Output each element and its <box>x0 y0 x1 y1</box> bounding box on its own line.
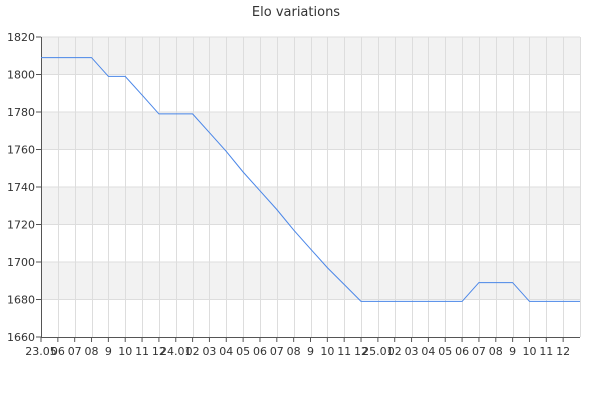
x-tick-label: 11 <box>135 345 149 358</box>
series-line <box>41 57 580 302</box>
x-tick-label: 9 <box>105 345 112 358</box>
data-point <box>343 283 345 285</box>
x-tick-label: 10 <box>118 345 132 358</box>
data-point <box>545 300 547 302</box>
axes <box>36 36 580 342</box>
x-tick-label: 11 <box>337 345 351 358</box>
x-tick-label: 24.01 <box>160 345 192 358</box>
x-tick-label: 9 <box>307 345 314 358</box>
x-tick-label: 12 <box>152 345 166 358</box>
data-point <box>40 56 42 58</box>
y-tick-label: 1700 <box>7 256 35 269</box>
x-tick-label: 05 <box>236 345 250 358</box>
data-point <box>394 300 396 302</box>
data-point <box>326 266 328 268</box>
data-point <box>175 113 177 115</box>
x-tick-label: 06 <box>455 345 469 358</box>
x-tick-label: 06 <box>253 345 267 358</box>
data-point <box>208 131 210 133</box>
x-tick-label: 08 <box>489 345 503 358</box>
data-point <box>309 248 311 250</box>
data-point <box>292 229 294 231</box>
x-tick-label: 03 <box>405 345 419 358</box>
x-tick-label: 07 <box>472 345 486 358</box>
data-point <box>191 113 193 115</box>
plot-bands <box>41 37 580 300</box>
y-tick-label: 1760 <box>7 144 35 157</box>
x-tick-label: 12 <box>556 345 570 358</box>
grid-lines <box>41 36 581 337</box>
data-point <box>528 300 530 302</box>
data-point <box>124 75 126 77</box>
data-point <box>259 190 261 192</box>
y-tick-label: 1740 <box>7 181 35 194</box>
data-point <box>444 300 446 302</box>
data-point <box>57 56 59 58</box>
series-group <box>40 56 581 302</box>
data-point <box>242 171 244 173</box>
x-tick-label: 06 <box>51 345 65 358</box>
data-point <box>562 300 564 302</box>
x-tick-label: 08 <box>287 345 301 358</box>
chart-title: Elo variations <box>252 5 340 20</box>
x-tick-label: 04 <box>421 345 435 358</box>
y-tick-label: 1660 <box>7 331 35 344</box>
data-point <box>90 56 92 58</box>
x-tick-label: 07 <box>68 345 82 358</box>
data-point <box>579 300 581 302</box>
x-tick-label: 10 <box>522 345 536 358</box>
data-point <box>225 150 227 152</box>
x-tick-label: 05 <box>438 345 452 358</box>
plot-band <box>41 187 580 225</box>
data-point <box>461 300 463 302</box>
plot-band <box>41 112 580 150</box>
y-tick-labels: 1660 1680 1700 1720 1740 1760 1780 1800 1820 <box>7 31 35 344</box>
x-tick-label: 02 <box>186 345 200 358</box>
data-point <box>73 56 75 58</box>
x-tick-label: 08 <box>85 345 99 358</box>
data-point <box>478 281 480 283</box>
y-tick-label: 1820 <box>7 31 35 44</box>
x-tick-label: 10 <box>320 345 334 358</box>
data-point <box>158 113 160 115</box>
y-tick-label: 1720 <box>7 219 35 232</box>
data-point <box>495 281 497 283</box>
plot-band <box>41 262 580 300</box>
x-tick-label: 23.05 <box>25 345 57 358</box>
x-tick-label: 07 <box>270 345 284 358</box>
data-point <box>360 300 362 302</box>
x-tick-label: 02 <box>388 345 402 358</box>
y-tick-label: 1800 <box>7 69 35 82</box>
data-point <box>511 281 513 283</box>
data-point <box>427 300 429 302</box>
x-tick-label: 04 <box>219 345 233 358</box>
data-point <box>141 94 143 96</box>
x-tick-label: 11 <box>539 345 553 358</box>
x-tick-label: 25.01 <box>362 345 394 358</box>
x-tick-label: 9 <box>509 345 516 358</box>
data-point <box>107 75 109 77</box>
x-tick-label: 03 <box>202 345 216 358</box>
data-point <box>410 300 412 302</box>
y-tick-label: 1680 <box>7 294 35 307</box>
x-tick-label: 12 <box>354 345 368 358</box>
data-point <box>276 208 278 210</box>
plot-band <box>41 37 580 75</box>
y-tick-label: 1780 <box>7 106 35 119</box>
data-point <box>377 300 379 302</box>
